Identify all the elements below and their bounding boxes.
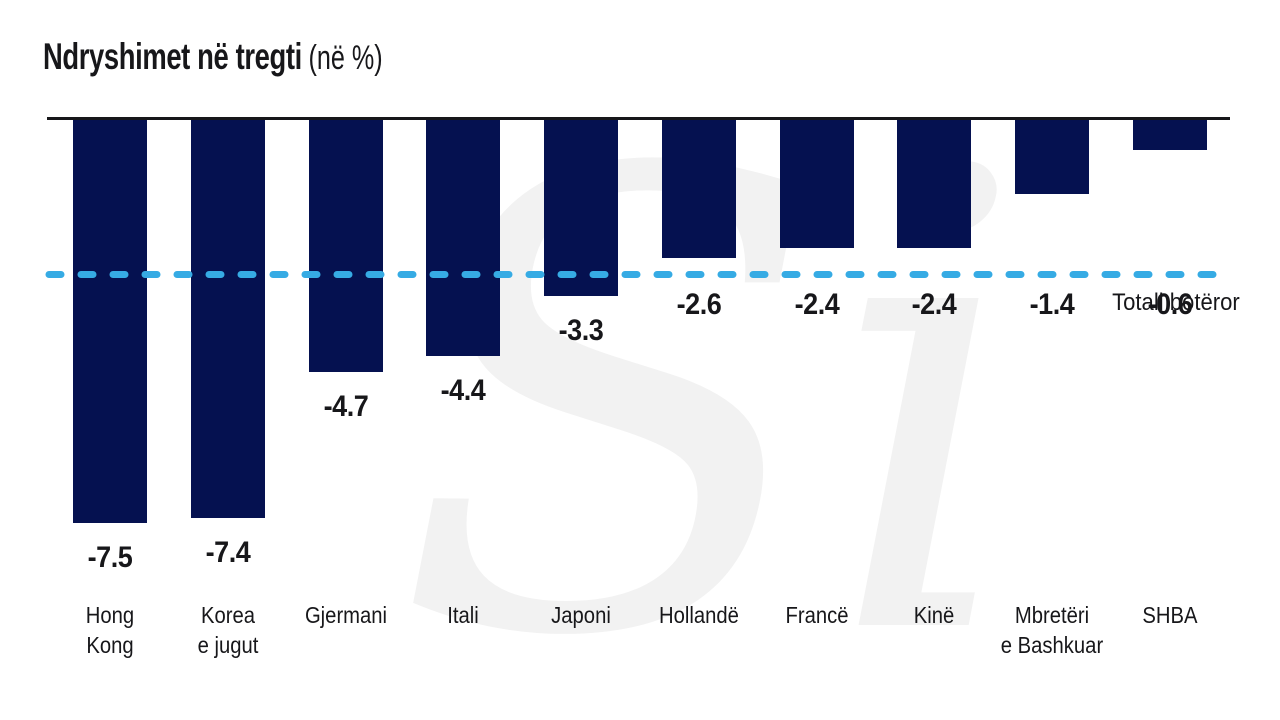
category-label-0: Hong Kong <box>85 602 135 658</box>
value-label-5: -2.6 <box>676 288 722 321</box>
bar-1 <box>191 118 265 518</box>
world-total-label: Totali botëror <box>1112 289 1240 316</box>
value-label-1: -7.4 <box>205 536 251 569</box>
value-label-0: -7.5 <box>87 541 133 574</box>
value-label-6: -2.4 <box>794 288 840 321</box>
category-label-6: Francë <box>785 602 849 628</box>
chart-title: Ndryshimet në tregti <box>43 36 302 77</box>
category-label-8: Mbretëri e Bashkuar <box>1000 602 1104 658</box>
value-label-7: -2.4 <box>911 288 957 321</box>
bar-6 <box>780 118 854 248</box>
category-label-4: Japoni <box>551 602 611 628</box>
bar-9 <box>1133 118 1207 150</box>
bar-8 <box>1015 118 1089 194</box>
value-label-9: -0.6 <box>1147 288 1193 321</box>
category-label-2: Gjermani <box>304 602 388 628</box>
bar-0 <box>73 118 147 523</box>
value-label-3: -4.4 <box>440 374 486 407</box>
chart-title-unit-note: (në %) <box>308 39 383 77</box>
bar-3 <box>426 118 500 356</box>
value-label-4: -3.3 <box>558 314 604 347</box>
category-label-7: Kinë <box>913 602 955 628</box>
category-label-9: SHBA <box>1142 602 1198 628</box>
category-label-5: Hollandë <box>659 602 739 628</box>
category-label-1: Korea e jugut <box>197 602 259 658</box>
zero-axis-line <box>47 117 1230 120</box>
bar-5 <box>662 118 736 258</box>
category-label-3: Itali <box>447 602 479 628</box>
bar-4 <box>544 118 618 296</box>
bar-2 <box>309 118 383 372</box>
chart-title-row: Ndryshimet në tregti (në %) <box>43 36 383 78</box>
value-label-8: -1.4 <box>1029 288 1075 321</box>
bar-7 <box>897 118 971 248</box>
value-label-2: -4.7 <box>323 390 369 423</box>
